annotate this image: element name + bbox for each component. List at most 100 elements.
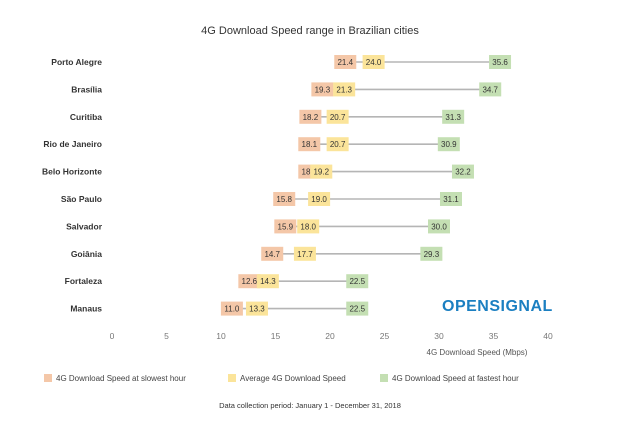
value-label: 18.1 <box>302 140 318 149</box>
legend-item: 4G Download Speed at slowest hour <box>44 374 186 383</box>
value-marker <box>334 55 357 69</box>
city-row: Belo Horizonte 18.119.2 32.2 <box>42 164 474 179</box>
city-row: Salvador 15.9 18.0 30.0 <box>66 219 450 234</box>
x-axis: 0 5 10 15 20 25 30 35 40 <box>110 331 553 341</box>
chart-rows: Porto Alegre 21.4 24.0 35.6 Brasília 19.3 21.3… <box>42 55 512 316</box>
x-axis-title: 4G Download Speed (Mbps) <box>427 348 528 357</box>
legend-item: Average 4G Download Speed <box>228 374 346 383</box>
city-row: Curitiba 18.2 20.7 31.3 <box>70 109 465 124</box>
legend-label: 4G Download Speed at slowest hour <box>56 374 186 383</box>
value-label: 19.3 <box>315 85 331 94</box>
city-row: São Paulo 15.8 19.0 31.1 <box>61 192 462 206</box>
value-marker <box>238 274 261 289</box>
legend-item: 4G Download Speed at fastest hour <box>380 374 519 383</box>
value-label: 13.3 <box>249 305 265 314</box>
city-row: Manaus 11.0 13.3 22.5 <box>70 301 369 316</box>
value-label: 12.6 <box>242 277 258 286</box>
value-label: 14.7 <box>264 250 280 259</box>
x-tick-label: 25 <box>380 331 390 341</box>
x-tick-label: 40 <box>543 331 553 341</box>
city-label: Fortaleza <box>65 276 103 286</box>
value-label: 19.2 <box>313 168 329 177</box>
x-tick-label: 15 <box>271 331 281 341</box>
value-label: 15.8 <box>276 195 292 204</box>
value-marker <box>437 137 460 152</box>
opensignal-logo: OPENSIGNAL <box>442 298 553 315</box>
value-label: 22.5 <box>349 305 365 314</box>
value-label: 32.2 <box>455 168 471 177</box>
value-marker <box>293 246 316 261</box>
city-label: Manaus <box>70 304 102 314</box>
x-tick-label: 20 <box>325 331 335 341</box>
value-label: 30.0 <box>431 222 447 231</box>
value-marker <box>428 219 450 234</box>
value-marker <box>261 246 284 261</box>
value-marker <box>420 246 443 261</box>
opensignal-logo-text: OPENSIGNAL <box>442 298 553 315</box>
value-marker <box>346 301 369 316</box>
value-label: 30.9 <box>441 140 457 149</box>
city-row: Rio de Janeiro 18.1 20.7 30.9 <box>43 137 460 152</box>
value-marker <box>311 82 334 97</box>
value-label: 21.4 <box>337 58 353 67</box>
value-label: 15.9 <box>278 222 294 231</box>
value-label: 17.7 <box>297 250 313 259</box>
city-label: São Paulo <box>61 194 102 204</box>
value-label: 14.3 <box>260 277 276 286</box>
value-marker <box>273 192 296 206</box>
value-label: 22.5 <box>349 277 365 286</box>
value-marker <box>326 109 349 124</box>
value-label: 20.7 <box>330 140 346 149</box>
city-row: Goiânia 14.7 17.7 29.3 <box>71 246 443 261</box>
value-marker <box>451 164 474 179</box>
city-label: Belo Horizonte <box>42 167 102 177</box>
value-marker <box>256 274 279 289</box>
legend-label: 4G Download Speed at fastest hour <box>392 374 519 383</box>
city-label: Rio de Janeiro <box>43 139 102 149</box>
value-label: 35.6 <box>492 58 508 67</box>
x-tick-label: 30 <box>434 331 444 341</box>
city-label: Brasília <box>71 84 102 94</box>
value-label: 20.7 <box>330 113 346 122</box>
x-tick-label: 10 <box>216 331 226 341</box>
city-label: Goiânia <box>71 249 102 259</box>
value-marker <box>298 137 321 152</box>
value-label: 11.0 <box>224 305 240 314</box>
value-marker <box>310 164 333 179</box>
value-label: 31.3 <box>445 113 461 122</box>
value-marker <box>220 301 243 316</box>
legend-swatch <box>44 374 52 382</box>
city-row: Porto Alegre 21.4 24.0 35.6 <box>51 55 512 69</box>
value-label: 18.0 <box>300 222 316 231</box>
x-tick-label: 5 <box>164 331 169 341</box>
city-label: Salvador <box>66 221 103 231</box>
value-marker <box>326 137 349 152</box>
value-label: 34.7 <box>482 85 498 94</box>
value-marker <box>442 109 465 124</box>
value-marker <box>297 219 320 234</box>
chart-title: 4G Download Speed range in Brazilian cit… <box>201 25 419 37</box>
value-marker <box>333 82 356 97</box>
value-marker <box>362 55 385 69</box>
legend-swatch <box>228 374 236 382</box>
value-marker <box>346 274 369 289</box>
legend-swatch <box>380 374 388 382</box>
footnote: Data collection period: January 1 - Dece… <box>219 401 401 410</box>
value-label: 31.1 <box>443 195 459 204</box>
city-label: Curitiba <box>70 112 102 122</box>
city-label: Porto Alegre <box>51 57 102 67</box>
value-label: 18.2 <box>303 113 319 122</box>
x-tick-label: 35 <box>489 331 499 341</box>
value-marker <box>245 301 268 316</box>
value-marker <box>439 192 462 206</box>
legend: 4G Download Speed at slowest hour Average… <box>44 374 519 383</box>
value-label: 29.3 <box>424 250 440 259</box>
city-row: Fortaleza 12.6 14.3 22.5 <box>65 274 369 289</box>
city-row: Brasília 19.3 21.3 34.7 <box>71 82 502 97</box>
value-label: 24.0 <box>366 58 382 67</box>
value-label: 18.1 <box>302 168 318 177</box>
value-marker <box>308 192 331 206</box>
legend-label: Average 4G Download Speed <box>240 374 346 383</box>
